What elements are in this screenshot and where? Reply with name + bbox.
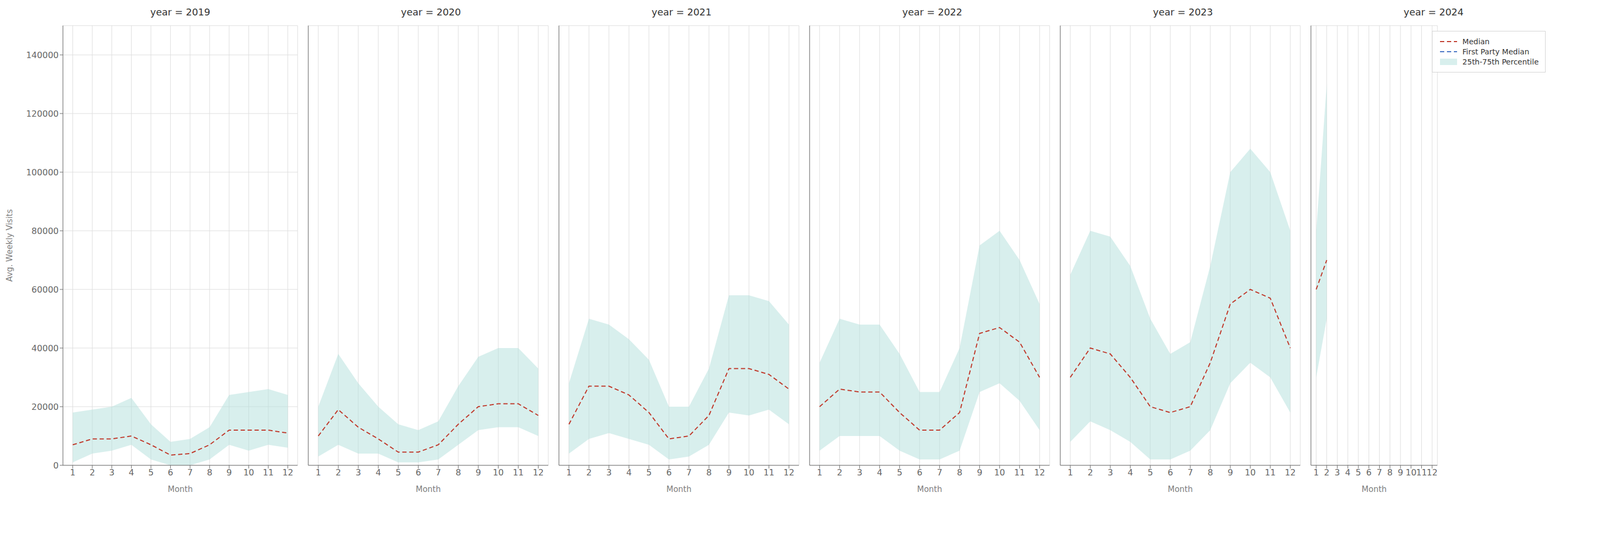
svg-text:3: 3 bbox=[1334, 467, 1340, 478]
svg-text:4: 4 bbox=[876, 467, 883, 478]
svg-text:Month: Month bbox=[1167, 484, 1193, 495]
svg-text:8: 8 bbox=[706, 467, 712, 478]
svg-text:9: 9 bbox=[1397, 467, 1404, 478]
html-text:Median: Median bbox=[1462, 37, 1490, 46]
svg-text:Avg. Weekly Visits: Avg. Weekly Visits bbox=[4, 209, 15, 282]
svg-text:2: 2 bbox=[335, 467, 341, 478]
svg-text:10: 10 bbox=[1405, 467, 1416, 478]
svg-text:7: 7 bbox=[1187, 467, 1194, 478]
svg-text:100000: 100000 bbox=[26, 167, 59, 178]
html-text:25th-75th Percentile: 25th-75th Percentile bbox=[1462, 57, 1539, 67]
svg-text:20000: 20000 bbox=[31, 402, 59, 413]
svg-text:12: 12 bbox=[1284, 467, 1296, 478]
svg-text:11: 11 bbox=[1265, 467, 1276, 478]
svg-text:8: 8 bbox=[1387, 467, 1393, 478]
svg-text:60000: 60000 bbox=[31, 284, 59, 295]
svg-text:0: 0 bbox=[53, 460, 59, 471]
svg-text:6: 6 bbox=[666, 467, 672, 478]
svg-text:12: 12 bbox=[532, 467, 544, 478]
svg-text:9: 9 bbox=[1227, 467, 1234, 478]
html-text:year = 2019: year = 2019 bbox=[150, 6, 211, 18]
html-text:year = 2023: year = 2023 bbox=[1152, 6, 1213, 18]
svg-text:Month: Month bbox=[666, 484, 692, 495]
svg-text:5: 5 bbox=[148, 467, 154, 478]
svg-text:11: 11 bbox=[513, 467, 524, 478]
svg-text:6: 6 bbox=[1167, 467, 1173, 478]
svg-text:2: 2 bbox=[1324, 467, 1330, 478]
svg-text:11: 11 bbox=[1014, 467, 1026, 478]
svg-text:12: 12 bbox=[1034, 467, 1045, 478]
svg-text:3: 3 bbox=[1107, 467, 1114, 478]
svg-text:2: 2 bbox=[1087, 467, 1093, 478]
svg-text:Month: Month bbox=[167, 484, 193, 495]
svg-text:10: 10 bbox=[1244, 467, 1256, 478]
svg-text:3: 3 bbox=[606, 467, 612, 478]
svg-text:12: 12 bbox=[783, 467, 795, 478]
svg-text:4: 4 bbox=[1127, 467, 1133, 478]
svg-text:1: 1 bbox=[1067, 467, 1074, 478]
svg-text:1: 1 bbox=[817, 467, 823, 478]
svg-text:4: 4 bbox=[128, 467, 134, 478]
svg-text:1: 1 bbox=[566, 467, 572, 478]
svg-text:5: 5 bbox=[646, 467, 652, 478]
svg-text:5: 5 bbox=[897, 467, 903, 478]
svg-text:1: 1 bbox=[315, 467, 322, 478]
svg-text:1: 1 bbox=[1313, 467, 1319, 478]
svg-text:4: 4 bbox=[375, 467, 381, 478]
svg-text:7: 7 bbox=[435, 467, 442, 478]
svg-text:6: 6 bbox=[415, 467, 421, 478]
html-text:year = 2021: year = 2021 bbox=[651, 6, 712, 18]
svg-text:8: 8 bbox=[206, 467, 213, 478]
svg-text:140000: 140000 bbox=[26, 50, 59, 61]
svg-text:2: 2 bbox=[586, 467, 592, 478]
svg-text:120000: 120000 bbox=[26, 108, 59, 119]
svg-text:Month: Month bbox=[916, 484, 942, 495]
svg-text:7: 7 bbox=[686, 467, 692, 478]
svg-text:9: 9 bbox=[226, 467, 232, 478]
svg-text:80000: 80000 bbox=[31, 226, 59, 237]
svg-text:Month: Month bbox=[415, 484, 441, 495]
svg-text:6: 6 bbox=[1366, 467, 1372, 478]
svg-text:2: 2 bbox=[89, 467, 95, 478]
svg-text:8: 8 bbox=[1207, 467, 1213, 478]
html-text:year = 2020: year = 2020 bbox=[400, 6, 461, 18]
svg-text:6: 6 bbox=[168, 467, 174, 478]
svg-text:5: 5 bbox=[1355, 467, 1362, 478]
svg-text:9: 9 bbox=[726, 467, 732, 478]
svg-text:7: 7 bbox=[937, 467, 943, 478]
svg-text:4: 4 bbox=[626, 467, 632, 478]
svg-text:3: 3 bbox=[355, 467, 362, 478]
svg-text:5: 5 bbox=[395, 467, 402, 478]
svg-text:12: 12 bbox=[282, 467, 293, 478]
html-text:year = 2022: year = 2022 bbox=[902, 6, 963, 18]
svg-text:9: 9 bbox=[475, 467, 482, 478]
svg-text:8: 8 bbox=[956, 467, 963, 478]
html-text:First Party Median: First Party Median bbox=[1462, 47, 1530, 56]
svg-text:3: 3 bbox=[857, 467, 863, 478]
svg-text:7: 7 bbox=[1376, 467, 1382, 478]
svg-text:10: 10 bbox=[994, 467, 1005, 478]
svg-text:8: 8 bbox=[455, 467, 461, 478]
svg-text:11: 11 bbox=[262, 467, 274, 478]
svg-text:9: 9 bbox=[977, 467, 983, 478]
svg-text:2: 2 bbox=[836, 467, 843, 478]
svg-text:40000: 40000 bbox=[31, 343, 59, 354]
svg-text:Month: Month bbox=[1361, 484, 1387, 495]
svg-text:1: 1 bbox=[69, 467, 76, 478]
svg-text:10: 10 bbox=[243, 467, 254, 478]
svg-text:4: 4 bbox=[1345, 467, 1351, 478]
svg-text:3: 3 bbox=[109, 467, 115, 478]
svg-text:5: 5 bbox=[1147, 467, 1154, 478]
svg-text:11: 11 bbox=[763, 467, 775, 478]
svg-text:10: 10 bbox=[743, 467, 755, 478]
svg-text:11: 11 bbox=[1416, 467, 1427, 478]
svg-text:6: 6 bbox=[916, 467, 923, 478]
html-text:year = 2024: year = 2024 bbox=[1403, 6, 1464, 18]
svg-text:12: 12 bbox=[1426, 467, 1438, 478]
svg-text:10: 10 bbox=[492, 467, 504, 478]
svg-text:7: 7 bbox=[187, 467, 193, 478]
